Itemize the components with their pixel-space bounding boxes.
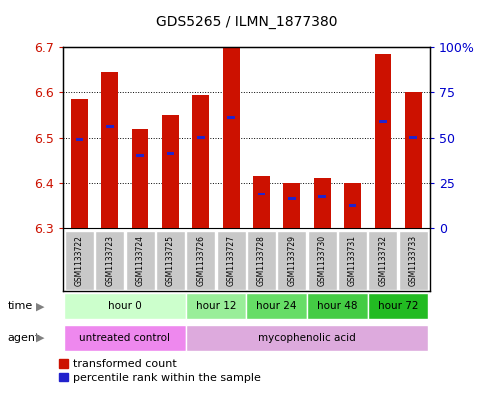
FancyBboxPatch shape [338,231,367,290]
Text: GSM1133722: GSM1133722 [75,235,84,286]
Text: hour 12: hour 12 [196,301,236,311]
FancyBboxPatch shape [95,231,125,290]
Bar [344,183,361,228]
Bar [71,99,88,228]
Bar [314,178,330,228]
Text: GSM1133725: GSM1133725 [166,235,175,286]
Bar [258,193,265,195]
FancyBboxPatch shape [277,231,306,290]
Text: agent: agent [7,332,40,343]
FancyBboxPatch shape [246,293,307,319]
Text: untreated control: untreated control [80,332,170,343]
Bar [101,72,118,228]
Text: ▶: ▶ [36,332,45,343]
FancyBboxPatch shape [368,293,428,319]
Bar [349,204,356,207]
Text: GSM1133728: GSM1133728 [257,235,266,286]
Text: GSM1133730: GSM1133730 [318,235,327,286]
FancyBboxPatch shape [216,231,246,290]
Bar [167,152,174,155]
Bar [318,195,326,198]
Bar [193,95,209,228]
Bar [405,92,422,228]
Bar [284,183,300,228]
FancyBboxPatch shape [126,231,155,290]
FancyBboxPatch shape [64,293,185,319]
Text: GSM1133724: GSM1133724 [136,235,144,286]
Bar [136,154,144,157]
FancyBboxPatch shape [398,231,428,290]
Bar [227,116,235,119]
Bar [379,120,386,123]
FancyBboxPatch shape [185,293,246,319]
FancyBboxPatch shape [65,231,94,290]
FancyBboxPatch shape [156,231,185,290]
FancyBboxPatch shape [307,293,368,319]
Text: hour 24: hour 24 [256,301,297,311]
Text: GSM1133731: GSM1133731 [348,235,357,286]
FancyBboxPatch shape [308,231,337,290]
Text: GSM1133723: GSM1133723 [105,235,114,286]
Text: hour 72: hour 72 [378,301,418,311]
Bar [288,197,296,200]
Text: GSM1133729: GSM1133729 [287,235,297,286]
FancyBboxPatch shape [186,231,215,290]
FancyBboxPatch shape [368,231,398,290]
Text: GSM1133726: GSM1133726 [196,235,205,286]
FancyBboxPatch shape [247,231,276,290]
Bar [374,54,391,228]
Bar [76,138,83,141]
Text: ▶: ▶ [36,301,45,311]
Bar [410,136,417,139]
Bar [106,125,114,128]
Legend: transformed count, percentile rank within the sample: transformed count, percentile rank withi… [59,359,261,383]
Text: GSM1133727: GSM1133727 [227,235,236,286]
Text: mycophenolic acid: mycophenolic acid [258,332,356,343]
FancyBboxPatch shape [185,325,428,351]
FancyBboxPatch shape [64,325,185,351]
Text: GSM1133732: GSM1133732 [378,235,387,286]
Bar [197,136,205,139]
Text: time: time [7,301,32,311]
Bar [223,47,240,228]
Text: GDS5265 / ILMN_1877380: GDS5265 / ILMN_1877380 [156,15,337,29]
Text: hour 48: hour 48 [317,301,357,311]
Bar [253,176,270,228]
Bar [132,129,148,228]
Text: hour 0: hour 0 [108,301,142,311]
Text: GSM1133733: GSM1133733 [409,235,418,286]
Bar [162,115,179,228]
